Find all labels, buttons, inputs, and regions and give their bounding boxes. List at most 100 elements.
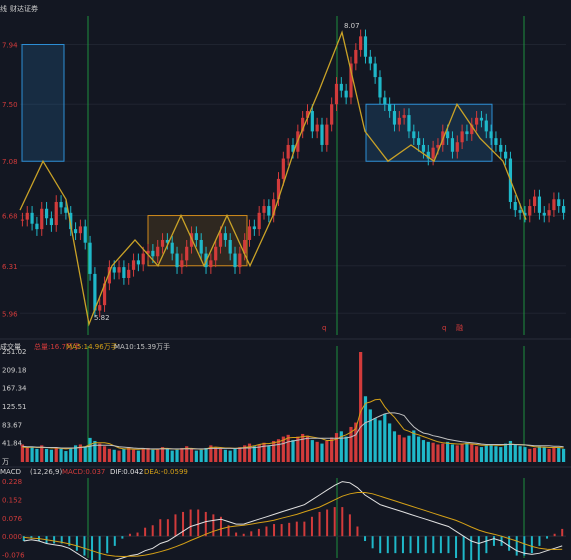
macd-tick-label: -0.076	[2, 552, 25, 560]
candle-body	[436, 144, 440, 148]
volume-bar	[494, 446, 498, 462]
volume-bar	[508, 440, 513, 462]
price-tick-label: 7.50	[2, 101, 18, 109]
volume-bar	[281, 436, 285, 462]
volume-bar	[44, 448, 49, 462]
macd-dea-line	[23, 492, 563, 558]
candle-body	[218, 233, 223, 247]
volume-bar	[354, 422, 358, 462]
candle-body	[78, 226, 82, 234]
volume-bar	[122, 448, 126, 462]
volume-bar	[407, 435, 411, 462]
volume-bar	[276, 439, 281, 462]
candle-body	[272, 199, 276, 216]
candle-body	[475, 117, 479, 125]
volume-bar	[151, 449, 155, 462]
volume-bar	[257, 444, 261, 462]
candle-body	[479, 117, 484, 121]
volume-bar	[83, 446, 87, 462]
volume-bar	[373, 418, 377, 462]
candle-body	[180, 260, 184, 268]
candle-body	[40, 208, 44, 230]
price-tick-label: 7.08	[2, 158, 18, 166]
volume-bar	[267, 445, 271, 462]
volume-legend-name: 成交量	[0, 342, 21, 351]
candle-body	[69, 212, 73, 230]
volume-bar	[20, 444, 25, 462]
volume-bar	[252, 446, 256, 462]
candle-body	[455, 142, 459, 152]
candle-body	[141, 253, 145, 265]
volume-bar	[561, 448, 566, 462]
price-tick-label: 6.31	[2, 263, 18, 271]
candle-body	[426, 151, 430, 159]
candle-body	[194, 233, 198, 240]
volume-bar	[392, 431, 397, 462]
candle-body	[73, 229, 78, 234]
volume-bar	[247, 443, 252, 462]
volume-bar	[532, 447, 537, 462]
candle-body	[267, 206, 271, 216]
volume-bar	[513, 444, 517, 462]
event-marker: q	[322, 324, 326, 332]
macd-dif-line	[23, 481, 563, 560]
macd-tick-label: 0.076	[2, 515, 23, 523]
candle-body	[339, 83, 343, 91]
volume-bar	[262, 442, 266, 462]
volume-bar	[537, 446, 542, 462]
volume-bar	[73, 445, 78, 462]
candle-body	[93, 273, 97, 311]
candle-body	[151, 250, 155, 257]
volume-bar	[185, 446, 189, 462]
candle-body	[301, 117, 305, 132]
volume-bar	[446, 441, 450, 462]
volume-bar	[436, 444, 440, 462]
candle-body	[344, 90, 348, 98]
candle-body	[547, 210, 551, 216]
volume-tick-label: 83.67	[2, 421, 22, 429]
zigzag-line	[19, 30, 527, 327]
volume-bar	[233, 448, 237, 462]
volume-bar	[344, 436, 348, 462]
candle-body	[552, 199, 556, 211]
candle-body	[243, 239, 247, 254]
volume-bar	[349, 426, 353, 462]
volume-bar	[214, 447, 218, 462]
macd-legend-name: MACD	[0, 468, 21, 476]
volume-bar	[363, 396, 368, 462]
candle-body	[25, 212, 29, 220]
volume-bar	[330, 437, 334, 462]
candle-body	[291, 144, 295, 152]
candle-body	[122, 267, 126, 278]
candle-body	[489, 131, 493, 139]
candle-body	[315, 124, 319, 132]
candle-body	[528, 206, 532, 216]
volume-tick-label: 万	[2, 458, 9, 466]
volume-bar	[334, 433, 339, 462]
volume-bar	[528, 448, 532, 462]
candle-body	[499, 144, 503, 152]
volume-bar	[417, 436, 421, 462]
volume-bar	[339, 431, 343, 462]
candle-body	[378, 77, 382, 98]
volume-bar	[49, 449, 54, 462]
volume-bar	[465, 442, 469, 462]
candle-body	[223, 233, 227, 240]
candle-body	[561, 206, 566, 213]
candle-body	[532, 196, 537, 207]
macd-tick-label: 0.152	[2, 496, 22, 504]
volume-legend-total: 总量:16.7万手	[34, 342, 80, 351]
candle-body	[98, 305, 102, 311]
volume-bar	[223, 449, 227, 462]
candle-body	[494, 138, 498, 145]
volume-bar	[228, 450, 232, 462]
candle-body	[334, 83, 339, 105]
candle-body	[136, 260, 140, 265]
event-marker: 融	[456, 323, 463, 332]
volume-bar	[199, 449, 203, 462]
candle-body	[412, 131, 416, 139]
candle-body	[238, 253, 242, 268]
candle-body	[30, 212, 34, 224]
macd-legend-macd: MACD:0.037	[62, 468, 105, 476]
